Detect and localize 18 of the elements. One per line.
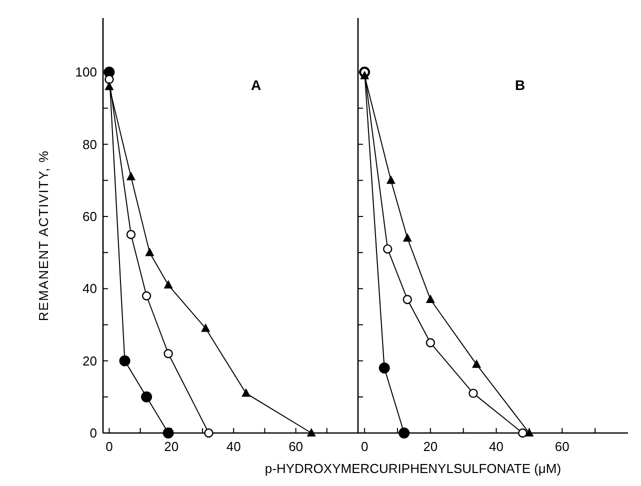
x-tick-label: 60 bbox=[288, 439, 304, 454]
y-tick-label: 40 bbox=[82, 281, 97, 296]
x-tick-label: 40 bbox=[489, 439, 504, 454]
text: A bbox=[250, 77, 262, 94]
x-axis-title: p-HYDROXYMERCURIPHENYLSULFONATE (μM) bbox=[264, 461, 562, 476]
text: B bbox=[514, 77, 526, 94]
x-tick-label: 60 bbox=[554, 439, 570, 454]
y-tick-label: 60 bbox=[82, 209, 97, 224]
y-axis-title: REMANENT ACTIVITY, % bbox=[36, 150, 51, 322]
x-tick-label: 20 bbox=[164, 439, 179, 454]
y-tick-label: 20 bbox=[82, 353, 97, 368]
y-tick-label: 100 bbox=[75, 64, 97, 80]
y-tick-label: 80 bbox=[82, 136, 97, 152]
x-tick-label: 0 bbox=[360, 439, 368, 454]
x-tick-label: 0 bbox=[106, 439, 113, 454]
x-tick-label: 20 bbox=[423, 439, 438, 454]
x-tick-label: 40 bbox=[226, 439, 241, 454]
y-tick-label: 0 bbox=[90, 426, 97, 441]
